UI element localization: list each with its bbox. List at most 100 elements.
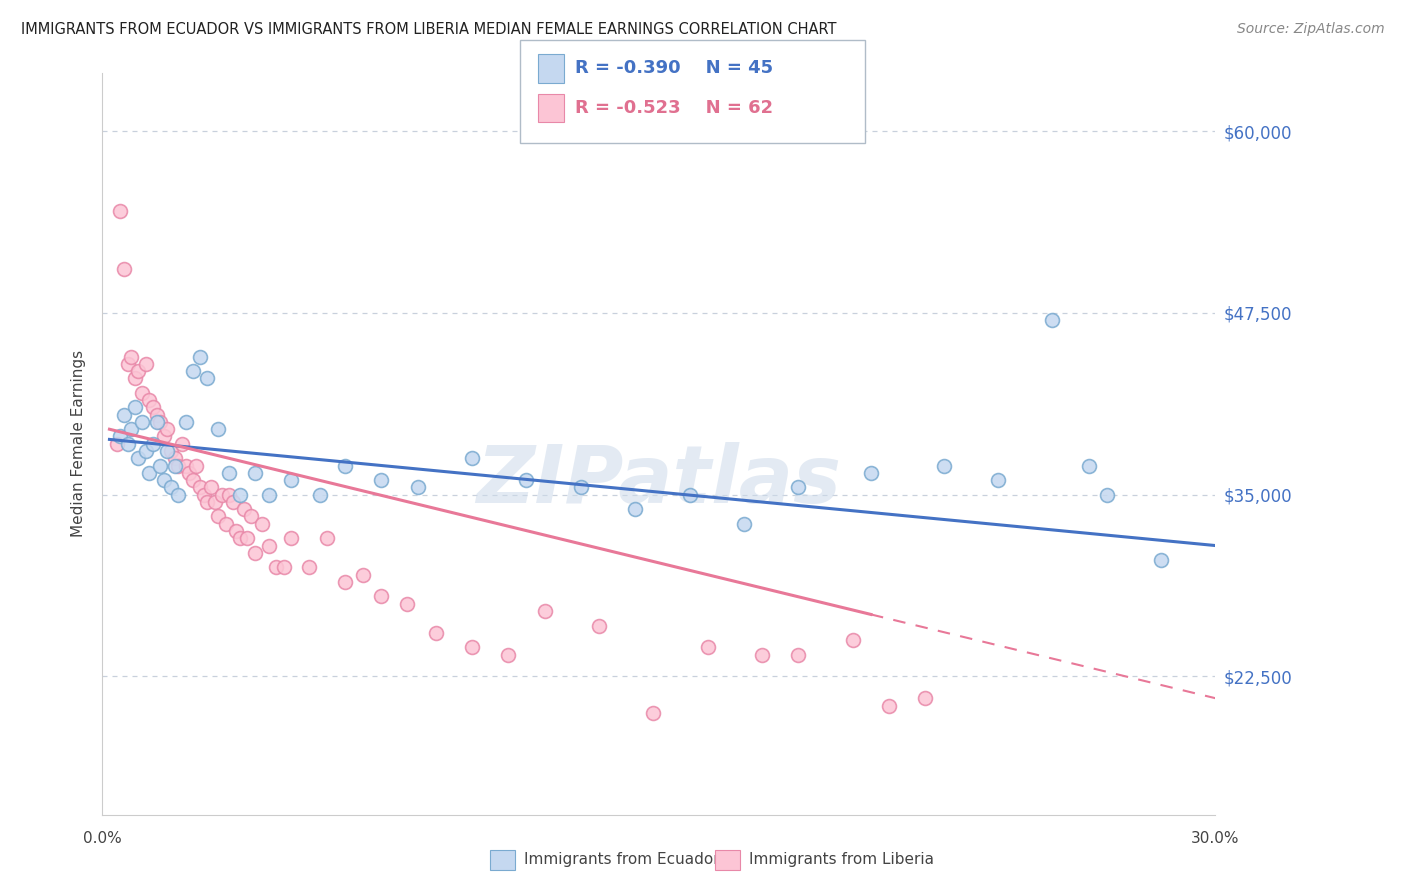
Point <box>186 458 208 473</box>
Point <box>124 401 146 415</box>
Point <box>273 560 295 574</box>
Point <box>1077 458 1099 473</box>
Point <box>370 590 392 604</box>
Point <box>308 488 330 502</box>
Point <box>156 444 179 458</box>
Point <box>117 357 139 371</box>
Point <box>1040 313 1063 327</box>
Text: R = -0.523    N = 62: R = -0.523 N = 62 <box>575 99 773 117</box>
Point <box>181 473 204 487</box>
Point <box>174 415 197 429</box>
Point <box>316 531 339 545</box>
Point <box>149 458 172 473</box>
Point <box>160 444 183 458</box>
Point <box>145 408 167 422</box>
Point <box>877 698 900 713</box>
Point <box>335 574 357 589</box>
Point <box>932 458 955 473</box>
Point <box>170 436 193 450</box>
Point <box>218 488 240 502</box>
Point <box>461 640 484 655</box>
Text: IMMIGRANTS FROM ECUADOR VS IMMIGRANTS FROM LIBERIA MEDIAN FEMALE EARNINGS CORREL: IMMIGRANTS FROM ECUADOR VS IMMIGRANTS FR… <box>21 22 837 37</box>
Text: Source: ZipAtlas.com: Source: ZipAtlas.com <box>1237 22 1385 37</box>
Point <box>229 488 252 502</box>
Point <box>914 691 936 706</box>
Point <box>370 473 392 487</box>
Point <box>167 458 190 473</box>
Point <box>142 436 165 450</box>
Point <box>498 648 520 662</box>
Point <box>257 488 280 502</box>
Text: Immigrants from Ecuador: Immigrants from Ecuador <box>524 853 720 867</box>
Text: Immigrants from Liberia: Immigrants from Liberia <box>749 853 934 867</box>
Point <box>859 466 882 480</box>
Point <box>188 350 211 364</box>
Point <box>257 539 280 553</box>
Point <box>842 633 865 648</box>
Point <box>229 531 252 545</box>
Point <box>461 451 484 466</box>
Point <box>145 415 167 429</box>
Point <box>179 466 201 480</box>
Point <box>696 640 718 655</box>
Point <box>124 371 146 385</box>
Point <box>264 560 287 574</box>
Point <box>1095 488 1118 502</box>
Point <box>138 393 160 408</box>
Point <box>117 436 139 450</box>
Point <box>188 480 211 494</box>
Point <box>153 429 176 443</box>
Point <box>153 473 176 487</box>
Point <box>588 618 610 632</box>
Text: 0.0%: 0.0% <box>83 830 121 846</box>
Point <box>987 473 1010 487</box>
Point <box>120 350 142 364</box>
Point <box>127 451 149 466</box>
Point <box>135 444 157 458</box>
Point <box>167 488 190 502</box>
Point <box>112 262 135 277</box>
Point <box>218 466 240 480</box>
Point <box>156 422 179 436</box>
Point <box>406 480 429 494</box>
Point <box>138 466 160 480</box>
Point <box>679 488 702 502</box>
Y-axis label: Median Female Earnings: Median Female Earnings <box>72 351 86 537</box>
Point <box>207 422 229 436</box>
Point <box>120 422 142 436</box>
Point <box>1150 553 1173 567</box>
Point <box>142 401 165 415</box>
Point <box>160 480 183 494</box>
Point <box>232 502 254 516</box>
Point <box>110 204 132 219</box>
Point <box>243 466 266 480</box>
Point <box>751 648 773 662</box>
Point <box>243 546 266 560</box>
Text: R = -0.390    N = 45: R = -0.390 N = 45 <box>575 59 773 77</box>
Point <box>195 495 218 509</box>
Point <box>112 408 135 422</box>
Point <box>110 429 132 443</box>
Point <box>236 531 259 545</box>
Point <box>207 509 229 524</box>
Point <box>280 473 302 487</box>
Point <box>127 364 149 378</box>
Point <box>193 488 215 502</box>
Point <box>515 473 537 487</box>
Point <box>533 604 555 618</box>
Point <box>733 516 755 531</box>
Point <box>352 567 374 582</box>
Point <box>195 371 218 385</box>
Point <box>163 451 186 466</box>
Point <box>131 415 153 429</box>
Text: ZIPatlas: ZIPatlas <box>477 442 841 520</box>
Point <box>211 488 233 502</box>
Point <box>225 524 247 538</box>
Point <box>250 516 273 531</box>
Point <box>181 364 204 378</box>
Point <box>135 357 157 371</box>
Point <box>214 516 236 531</box>
Point <box>163 458 186 473</box>
Point <box>787 480 810 494</box>
Point <box>298 560 321 574</box>
